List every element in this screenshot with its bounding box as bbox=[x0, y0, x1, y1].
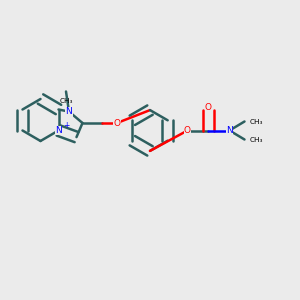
Text: O: O bbox=[184, 126, 191, 135]
Text: O: O bbox=[113, 118, 121, 127]
Text: +: + bbox=[63, 121, 69, 130]
Text: CH₃: CH₃ bbox=[59, 98, 73, 104]
Text: N: N bbox=[66, 107, 72, 116]
Text: CH₃: CH₃ bbox=[250, 118, 263, 124]
Text: N: N bbox=[55, 126, 62, 135]
Text: CH₃: CH₃ bbox=[250, 136, 263, 142]
Text: O: O bbox=[205, 103, 212, 112]
Text: N: N bbox=[226, 126, 233, 135]
